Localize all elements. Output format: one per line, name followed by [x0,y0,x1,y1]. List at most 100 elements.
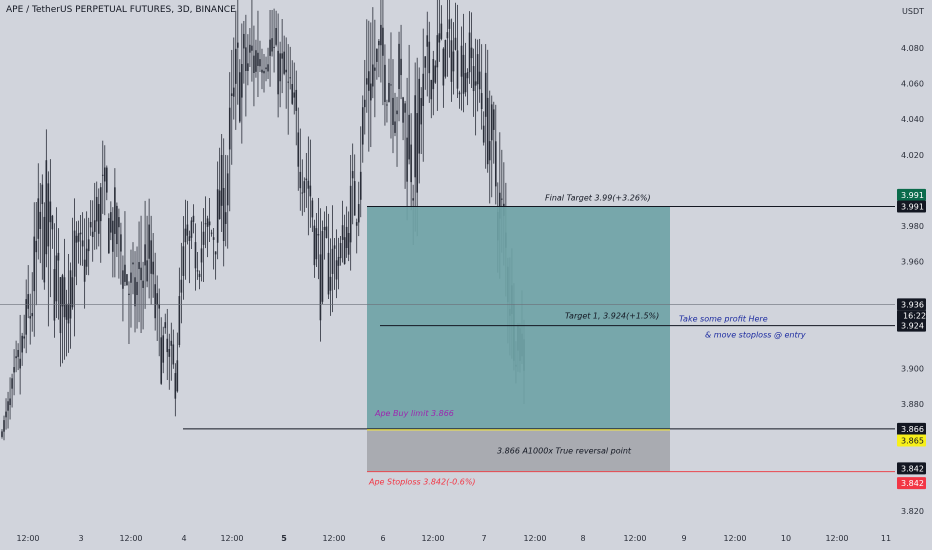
final-target-tag-upper[interactable]: 3.991 [897,188,926,201]
candle [17,343,19,371]
candle [112,207,114,278]
candle-body [410,144,412,183]
candle-body [472,66,475,92]
candle-body [402,97,404,123]
candle-body [464,73,467,93]
candle-body [323,226,326,231]
candle [118,208,120,279]
time-axis[interactable]: 12:00 3 12:00 4 12:00 5 12:00 6 12:00 7 12:00 8 12:0… [16,534,891,543]
final-target-tag[interactable]: 3.991 [897,200,926,213]
candle [192,204,195,234]
candle-body [122,270,124,289]
candle [408,44,410,165]
candle [204,196,207,249]
profit-zone [367,206,670,429]
candle-body [188,236,191,241]
candle [39,183,42,264]
candle [414,62,416,232]
candle-body [343,237,346,265]
candle-body [79,232,82,235]
candle [492,101,495,164]
candle [156,275,158,341]
candle [110,201,112,241]
candle [472,48,475,117]
price-tick-label: 3.960 [901,258,924,267]
candle-body [388,82,390,102]
candle [359,126,362,218]
candle [23,314,25,349]
candle [230,49,233,165]
candle-body [212,237,215,240]
candle-body [220,155,223,206]
candle [37,163,40,260]
candle [45,129,48,268]
entry-tag[interactable]: 3.866 [897,422,926,435]
candle [196,252,199,280]
candle-body [31,313,34,317]
candle-body [134,277,136,307]
candle-body [178,296,181,345]
stoploss-tag-text: 3.842 [901,464,924,473]
candle [313,219,316,278]
candle [134,251,136,333]
price-tick-label: 3.820 [901,507,924,516]
candle [376,48,378,80]
candle [245,14,247,117]
candle-body [241,64,243,98]
candle-body [357,204,360,223]
candle-body [454,37,457,50]
time-tick-label: 12:00 [825,534,848,543]
candle-body [378,40,380,46]
candle-body [182,246,185,276]
candle-body [69,270,72,319]
candle-body [301,192,304,194]
current-price-tag[interactable]: 3.936 [897,298,926,311]
candle [25,279,27,354]
candle [388,58,390,103]
candle-body [184,228,187,243]
price-axis[interactable]: 4.080 4.060 4.040 4.020 3.980 3.960 3.900 3.880… [897,44,926,516]
candle-body [337,256,340,266]
candle [357,181,360,237]
symbol-title[interactable]: APE / TetherUS PERPETUAL FUTURES, 3D, BI… [6,5,236,15]
position-tool[interactable] [367,206,670,472]
stoploss-tag[interactable]: 3.842 [897,462,926,475]
stoploss-tag-red[interactable]: 3.842 [897,477,926,490]
target-1-tag[interactable]: 3.924 [897,319,926,332]
candle-body [370,83,372,101]
candle [81,212,84,266]
candle [468,11,471,84]
candle-body [450,40,453,82]
final-target-tag-text: 3.991 [901,202,924,211]
candle-body [255,50,257,72]
candle [126,273,128,286]
candle-body [196,270,199,272]
candle-body [75,235,78,243]
candle-body [428,41,431,74]
candle-body [114,187,116,234]
candle-body [277,50,279,95]
candle-body [118,217,120,228]
candle [9,377,11,420]
candle-body [317,234,320,236]
candle-body [126,274,128,286]
entry-tag-yellow[interactable]: 3.865 [897,434,926,447]
candle [128,281,130,344]
candle-body [466,72,469,79]
candle [452,22,455,95]
candle-body [440,23,443,39]
candle [374,19,376,118]
candle-body [329,276,332,291]
candle-body [81,240,84,247]
candle-body [71,277,74,308]
candle [198,270,201,290]
candle [67,253,70,353]
current-price-tag-bg [897,298,926,311]
candle-body [486,97,489,165]
candle [494,104,497,205]
candle [317,197,320,280]
candle [404,100,406,189]
candle [444,39,447,79]
candle-body [198,273,201,278]
